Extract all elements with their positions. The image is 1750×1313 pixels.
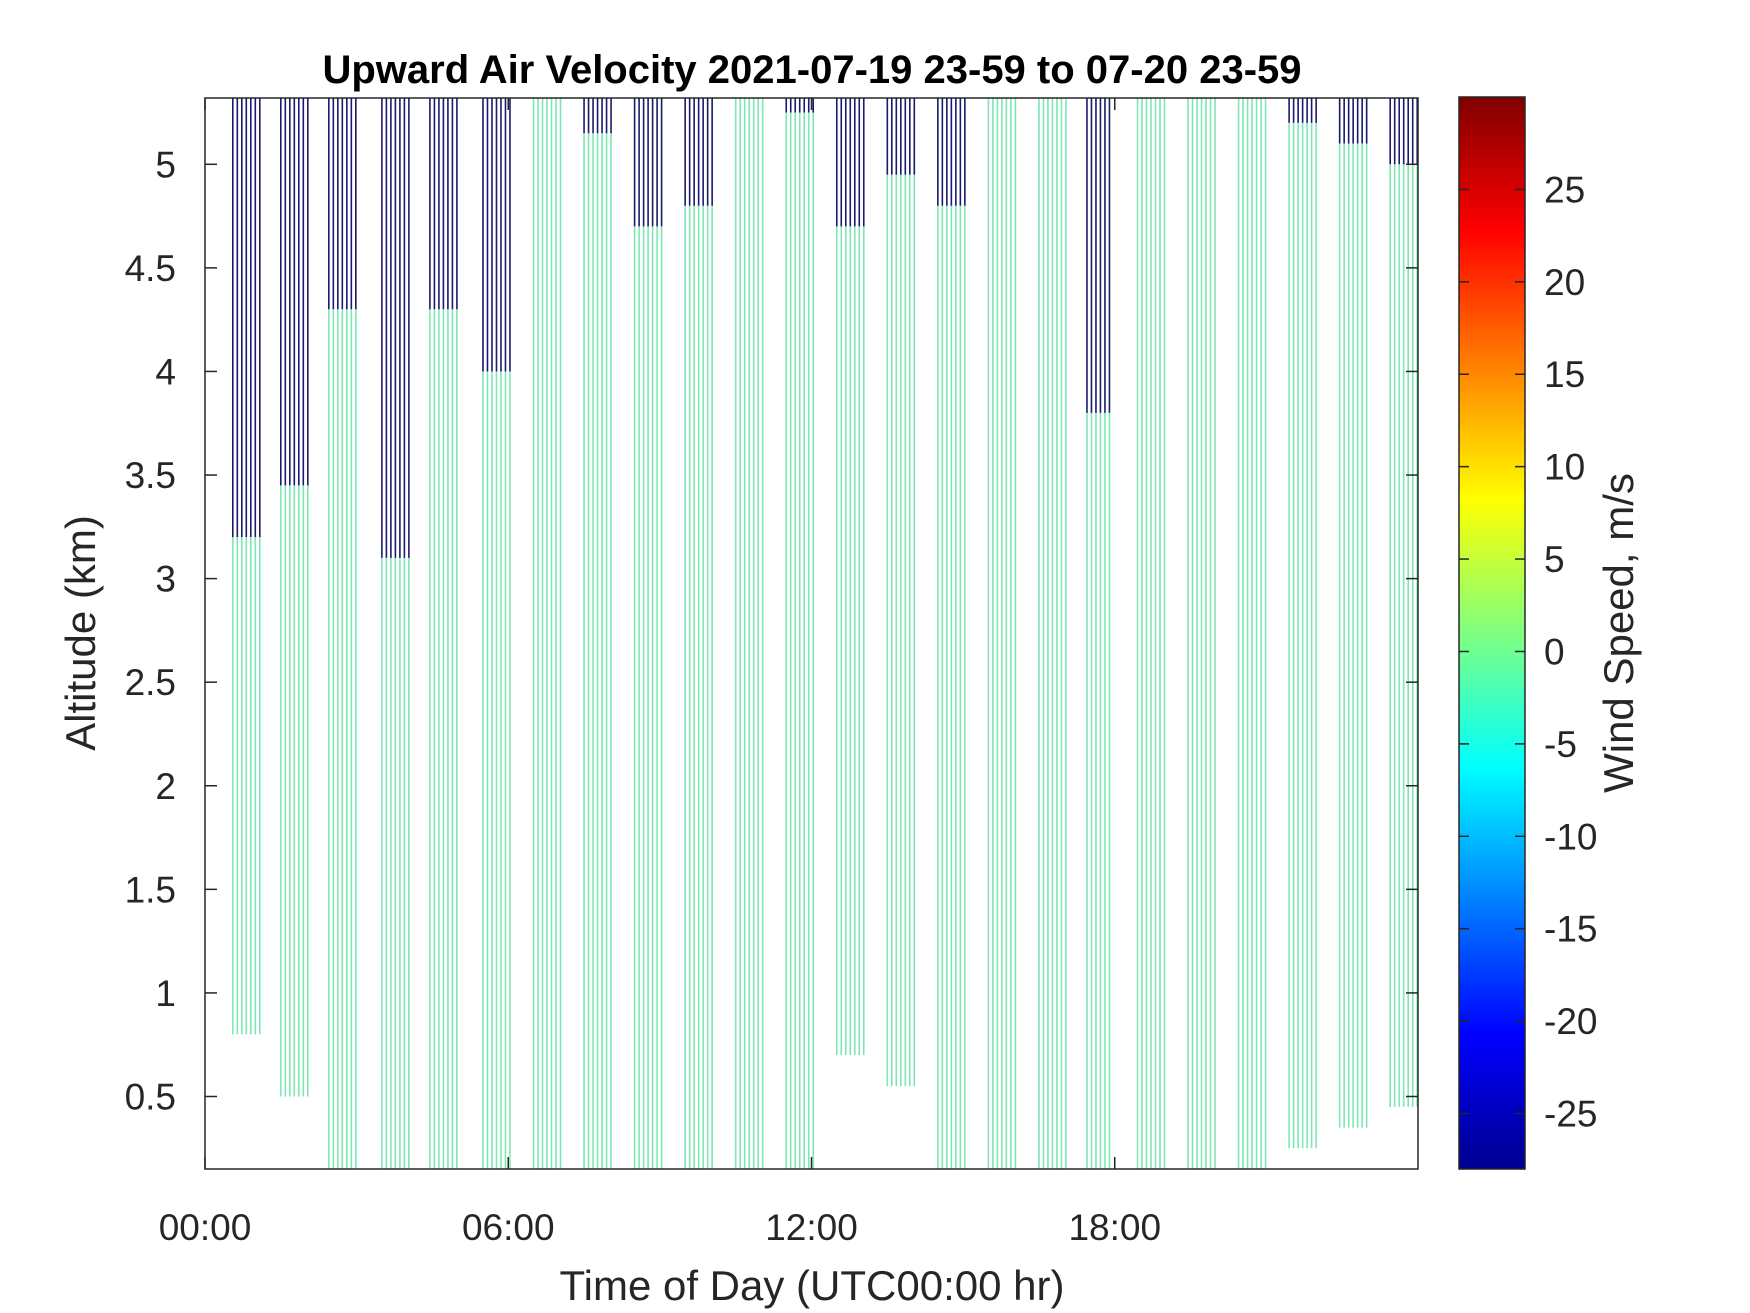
colorbar-tick-label: 20 xyxy=(1544,262,1585,303)
x-tick-label: 00:00 xyxy=(159,1207,252,1248)
x-tick-label: 12:00 xyxy=(765,1207,858,1248)
x-axis-label: Time of Day (UTC00:00 hr) xyxy=(560,1262,1065,1309)
chart-title: Upward Air Velocity 2021-07-19 23-59 to … xyxy=(322,48,1301,92)
scan-block-16 xyxy=(987,98,1017,1169)
scan-block-15 xyxy=(937,98,966,1169)
x-tick-label: 06:00 xyxy=(462,1207,555,1248)
scan-block-9 xyxy=(633,98,663,1169)
scan-block-14 xyxy=(886,98,916,1087)
colorbar: -25 -20 -15 -10 -5 0 5 10 15 20 25 xyxy=(1458,96,1597,1170)
scan-block-17 xyxy=(1038,98,1067,1169)
x-tick-label: 18:00 xyxy=(1068,1207,1161,1248)
colorbar-tick-label: -15 xyxy=(1544,909,1597,950)
scan-block-11 xyxy=(734,98,764,1169)
colorbar-label: Wind Speed, m/s xyxy=(1595,473,1642,793)
y-tick-label: 2.5 xyxy=(125,662,176,703)
y-tick-label: 1 xyxy=(155,973,176,1014)
scan-block-6 xyxy=(482,98,511,1169)
scan-block-22 xyxy=(1288,98,1317,1149)
colorbar-gradient xyxy=(1458,96,1526,1170)
scan-block-19 xyxy=(1136,98,1166,1169)
y-axis: 0.5 1 1.5 2 2.5 3 3.5 4 4.5 5 xyxy=(125,144,1418,1117)
colorbar-tick-label: -5 xyxy=(1544,724,1577,765)
colorbar-tick-label: 5 xyxy=(1544,539,1565,580)
scan-block-2 xyxy=(280,98,309,1097)
y-tick-label: 3 xyxy=(155,559,176,600)
y-tick-label: 0.5 xyxy=(125,1076,176,1117)
colorbar-tick-label: 15 xyxy=(1544,354,1585,395)
colorbar-tick-label: -20 xyxy=(1544,1001,1597,1042)
colorbar-tick-label: 25 xyxy=(1544,169,1585,210)
colorbar-tick-label: 0 xyxy=(1544,631,1565,672)
y-tick-label: 4 xyxy=(155,351,176,392)
scan-block-10 xyxy=(684,98,713,1169)
y-tick-label: 5 xyxy=(155,144,176,185)
plot-marks xyxy=(231,98,1419,1169)
y-tick-label: 3.5 xyxy=(125,455,176,496)
y-axis-label: Altitude (km) xyxy=(57,515,104,751)
scan-block-1 xyxy=(231,98,261,1035)
colorbar-tick-label: -10 xyxy=(1544,816,1597,857)
scan-block-12 xyxy=(785,98,815,1169)
scan-block-3 xyxy=(328,98,357,1169)
scan-block-7 xyxy=(532,98,562,1169)
scan-block-5 xyxy=(429,98,458,1169)
scan-block-13 xyxy=(835,98,865,1056)
y-tick-label: 4.5 xyxy=(125,248,176,289)
scan-block-4 xyxy=(381,98,410,1169)
scan-block-20 xyxy=(1187,98,1216,1169)
colorbar-tick-label: -25 xyxy=(1544,1094,1597,1135)
x-axis: 00:00 06:00 12:00 18:00 xyxy=(159,98,1161,1248)
scan-block-24 xyxy=(1389,98,1419,1107)
scan-block-23 xyxy=(1338,98,1368,1128)
y-tick-label: 2 xyxy=(155,766,176,807)
y-tick-label: 1.5 xyxy=(125,869,176,910)
scan-block-21 xyxy=(1237,98,1267,1169)
colorbar-tick-label: 10 xyxy=(1544,447,1585,488)
scan-block-8 xyxy=(583,98,612,1169)
scan-block-18 xyxy=(1086,98,1111,1169)
